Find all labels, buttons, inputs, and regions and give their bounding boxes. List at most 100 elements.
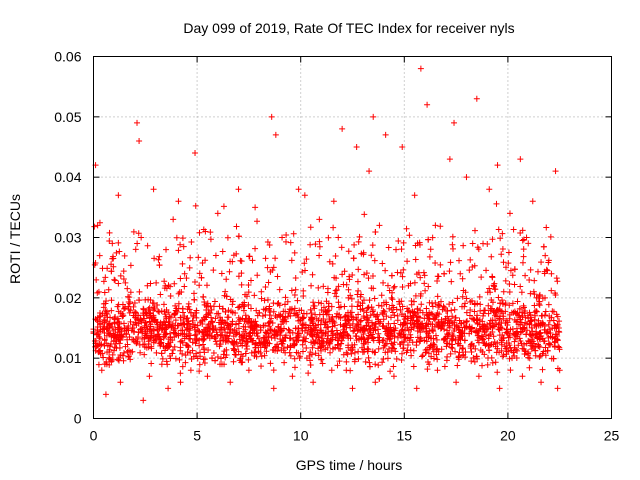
data-point: [511, 344, 518, 351]
data-point: [171, 343, 178, 350]
data-point: [227, 379, 234, 386]
data-point: [316, 243, 323, 250]
data-point: [284, 298, 291, 305]
data-point: [334, 329, 341, 336]
data-point: [274, 273, 281, 280]
data-point: [274, 331, 281, 338]
data-point: [235, 320, 242, 327]
data-point: [361, 314, 368, 321]
data-point: [296, 307, 303, 314]
data-point: [556, 318, 563, 325]
data-point: [157, 336, 164, 343]
data-point: [517, 338, 524, 345]
data-point: [241, 338, 248, 345]
data-point: [481, 340, 488, 347]
data-point: [358, 291, 365, 298]
data-point: [363, 309, 370, 316]
data-point: [509, 355, 516, 362]
data-point: [148, 360, 155, 367]
data-point: [424, 312, 431, 319]
data-point: [260, 322, 267, 329]
data-point: [161, 319, 168, 326]
data-point: [324, 335, 331, 342]
data-point: [277, 327, 284, 334]
data-point: [448, 344, 455, 351]
data-point: [485, 335, 492, 342]
data-point: [257, 327, 264, 334]
data-point: [556, 344, 563, 351]
data-point: [163, 325, 170, 332]
data-point: [196, 368, 203, 375]
data-point: [136, 288, 143, 295]
data-point: [154, 301, 161, 308]
data-point: [498, 251, 505, 258]
data-point: [317, 327, 324, 334]
data-point: [520, 253, 527, 260]
data-point: [360, 251, 367, 258]
data-point: [346, 273, 353, 280]
data-point: [519, 313, 526, 320]
data-point: [323, 309, 330, 316]
data-point: [489, 299, 496, 306]
data-point: [267, 326, 274, 333]
data-point: [266, 319, 273, 326]
data-point: [170, 346, 177, 353]
data-point: [178, 289, 185, 296]
data-point: [130, 312, 137, 319]
data-point: [398, 356, 405, 363]
data-point: [193, 350, 200, 357]
data-point: [462, 300, 469, 307]
data-point: [448, 307, 455, 314]
data-point: [442, 315, 449, 322]
data-point: [209, 355, 216, 362]
data-point: [474, 244, 481, 251]
data-point: [223, 293, 230, 300]
data-point: [384, 349, 391, 356]
data-point: [510, 226, 517, 233]
data-point: [455, 353, 462, 360]
data-point: [258, 363, 265, 370]
data-point: [367, 325, 374, 332]
data-point: [450, 245, 457, 252]
data-point: [245, 281, 252, 288]
data-point: [200, 356, 207, 363]
data-point: [511, 308, 518, 315]
data-point: [206, 330, 213, 337]
data-point: [192, 331, 199, 338]
data-point: [167, 330, 174, 337]
data-point: [177, 344, 184, 351]
data-point: [146, 309, 153, 316]
data-point: [119, 334, 126, 341]
data-point: [421, 272, 428, 279]
data-point: [474, 321, 481, 328]
data-point: [329, 345, 336, 352]
data-point: [144, 282, 151, 289]
data-point: [157, 323, 164, 330]
data-point: [376, 375, 383, 382]
data-point: [523, 234, 530, 241]
data-point: [181, 313, 188, 320]
data-point: [372, 320, 379, 327]
data-point: [423, 328, 430, 335]
data-point: [412, 256, 419, 263]
data-point: [107, 343, 114, 350]
data-point: [158, 350, 165, 357]
data-point: [162, 331, 169, 338]
data-point: [323, 311, 330, 318]
data-point: [262, 343, 269, 350]
data-point: [379, 359, 386, 366]
data-point: [503, 317, 510, 324]
data-point: [143, 310, 150, 317]
data-point: [420, 269, 427, 276]
data-point: [136, 297, 143, 304]
data-point: [184, 349, 191, 356]
data-point: [446, 301, 453, 308]
data-point: [301, 192, 308, 199]
data-point: [143, 332, 150, 339]
data-point: [368, 252, 375, 259]
data-point: [514, 309, 521, 316]
data-point: [355, 298, 362, 305]
data-point: [188, 238, 195, 245]
data-point: [246, 253, 253, 260]
data-point: [326, 318, 333, 325]
